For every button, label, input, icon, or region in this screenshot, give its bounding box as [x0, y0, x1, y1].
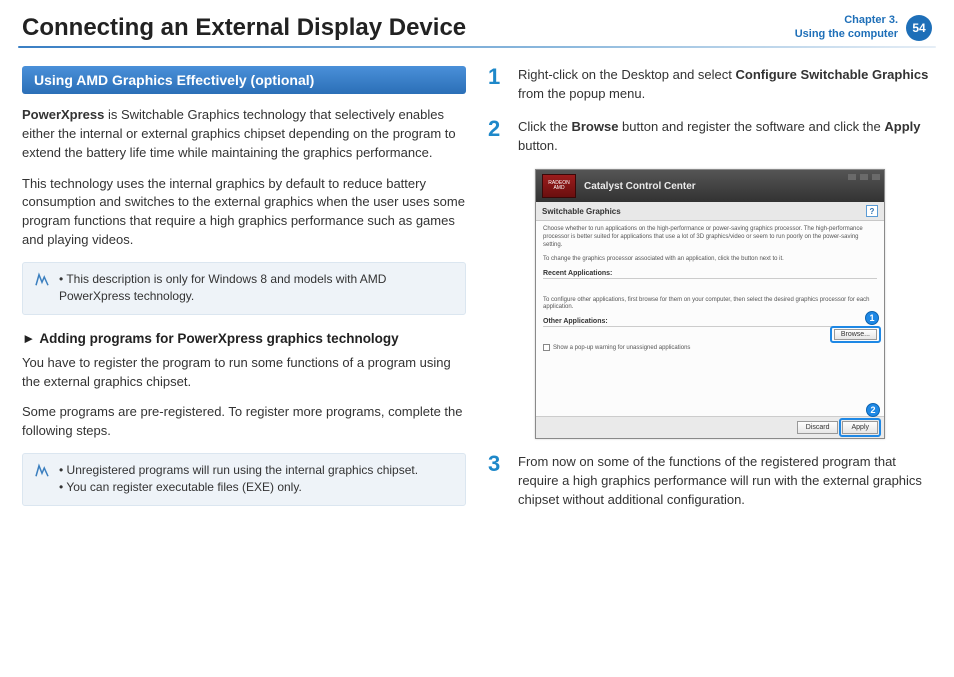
discard-button[interactable]: Discard — [797, 421, 839, 434]
ccc-window: RADEON AMD Catalyst Control Center Switc… — [535, 169, 885, 439]
intro-paragraph: PowerXpress is Switchable Graphics techn… — [22, 106, 466, 163]
ccc-title: Catalyst Control Center — [584, 181, 696, 192]
ccc-checkbox-row[interactable]: Show a pop-up warning for unassigned app… — [543, 344, 877, 351]
note-icon — [33, 271, 51, 289]
note-box-2: Unregistered programs will run using the… — [22, 453, 466, 506]
step-number: 3 — [488, 453, 508, 510]
section-banner: Using AMD Graphics Effectively (optional… — [22, 66, 466, 94]
note1-item: This description is only for Windows 8 a… — [59, 271, 455, 306]
triangle-icon: ► — [22, 331, 35, 346]
right-column: 1 Right-click on the Desktop and select … — [488, 66, 932, 524]
ccc-recent-label: Recent Applications: — [543, 270, 877, 279]
page-title: Connecting an External Display Device — [22, 14, 466, 42]
ccc-hint-3: To configure other applications, first b… — [543, 297, 877, 313]
note-box-1: This description is only for Windows 8 a… — [22, 262, 466, 315]
maximize-icon[interactable] — [860, 174, 868, 180]
ccc-titlebar: RADEON AMD Catalyst Control Center — [536, 170, 884, 202]
ccc-other-label: Other Applications: — [543, 318, 877, 327]
chapter-line2: Using the computer — [795, 28, 898, 42]
step-1: 1 Right-click on the Desktop and select … — [488, 66, 932, 104]
checkbox-icon[interactable] — [543, 344, 550, 351]
paragraph-3: You have to register the program to run … — [22, 354, 466, 392]
chapter-block: Chapter 3. Using the computer 54 — [795, 14, 932, 42]
page-number-badge: 54 — [906, 15, 932, 41]
step-number: 1 — [488, 66, 508, 104]
amd-radeon-logo: RADEON AMD — [542, 174, 576, 198]
note2-item-1: Unregistered programs will run using the… — [59, 462, 418, 479]
close-icon[interactable] — [872, 174, 880, 180]
ccc-hint-1: Choose whether to run applications on th… — [543, 226, 877, 249]
note2-item-2: You can register executable files (EXE) … — [59, 479, 418, 496]
left-column: Using AMD Graphics Effectively (optional… — [22, 66, 466, 524]
minimize-icon[interactable] — [848, 174, 856, 180]
step-3: 3 From now on some of the functions of t… — [488, 453, 932, 510]
note-icon — [33, 462, 51, 480]
ccc-footer: Discard Apply 2 — [536, 416, 884, 438]
paragraph-4: Some programs are pre-registered. To reg… — [22, 403, 466, 441]
ccc-subtitle-bar: Switchable Graphics ? — [536, 202, 884, 221]
browse-button[interactable]: Browse... — [834, 329, 877, 340]
apply-button[interactable]: Apply — [842, 421, 878, 434]
help-icon[interactable]: ? — [866, 205, 878, 217]
chapter-line1: Chapter 3. — [795, 14, 898, 28]
step-number: 2 — [488, 118, 508, 156]
sub-heading: ►Adding programs for PowerXpress graphic… — [22, 331, 466, 346]
ccc-body: Choose whether to run applications on th… — [536, 221, 884, 416]
paragraph-2: This technology uses the internal graphi… — [22, 175, 466, 250]
ccc-hint-2: To change the graphics processor associa… — [543, 256, 877, 264]
step-2: 2 Click the Browse button and register t… — [488, 118, 932, 156]
